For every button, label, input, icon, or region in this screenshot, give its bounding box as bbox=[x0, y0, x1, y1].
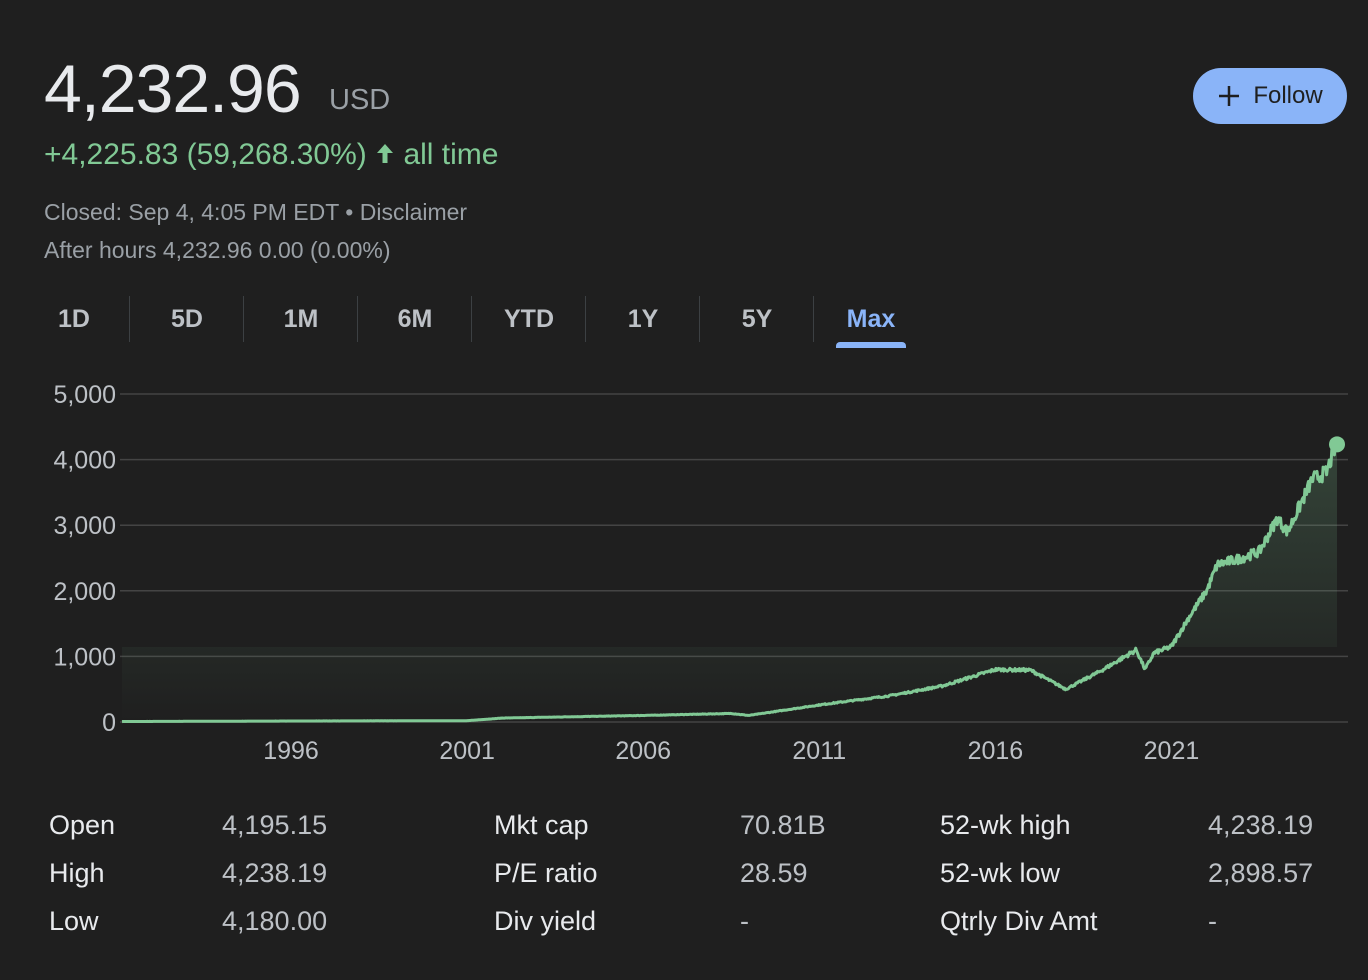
tab-label: YTD bbox=[504, 304, 554, 333]
closed-time: Closed: Sep 4, 4:05 PM EDT bbox=[44, 199, 339, 225]
stats-col-2: Mkt cap P/E ratio Div yield bbox=[494, 810, 598, 954]
stat-low-value: 4,180.00 bbox=[222, 906, 328, 936]
stat-52wk-low-value: 2,898.57 bbox=[1208, 858, 1314, 888]
tab-label: 1M bbox=[283, 304, 319, 333]
tab-5d[interactable]: 5D bbox=[130, 296, 244, 342]
x-tick-label: 1996 bbox=[263, 737, 319, 765]
tab-max[interactable]: Max bbox=[814, 296, 928, 348]
stat-high-label: High bbox=[49, 858, 105, 888]
current-price: 4,232.96 bbox=[44, 51, 302, 127]
tab-label: Max bbox=[846, 304, 896, 333]
stat-52wk-high-label: 52-wk high bbox=[940, 810, 1071, 840]
stat-open-label: Open bbox=[49, 810, 116, 840]
y-tick-label: 4,000 bbox=[53, 447, 116, 475]
separator: • bbox=[345, 199, 354, 225]
currency: USD bbox=[329, 84, 391, 116]
price-chart[interactable]: 0 1,000 2,000 3,000 4,000 5,000 1996 2001 2006 20… bbox=[0, 370, 1368, 770]
tab-ytd[interactable]: YTD bbox=[472, 296, 586, 342]
stat-pe-label: P/E ratio bbox=[494, 858, 598, 888]
area-fill bbox=[122, 439, 1337, 722]
tab-label: 1Y bbox=[627, 304, 659, 333]
arrow-up-icon bbox=[375, 138, 395, 172]
stat-qtrly-div-value: - bbox=[1208, 906, 1217, 936]
plus-icon bbox=[1219, 86, 1240, 106]
y-tick-label: 1,000 bbox=[53, 643, 116, 671]
stats-col-3: 52-wk high 52-wk low Qtrly Div Amt bbox=[940, 810, 1098, 954]
after-hours: After hours 4,232.96 0.00 (0.00%) bbox=[44, 237, 391, 263]
stats-col-1: Open High Low bbox=[49, 810, 115, 954]
change-value: +4,225.83 (59,268.30%) bbox=[44, 138, 367, 171]
tab-label: 6M bbox=[397, 304, 433, 333]
follow-label: Follow bbox=[1253, 82, 1323, 109]
y-tick-label: 2,000 bbox=[53, 578, 116, 606]
disclaimer-link[interactable]: Disclaimer bbox=[359, 199, 468, 225]
stat-mktcap-value: 70.81B bbox=[740, 810, 826, 840]
tab-5y[interactable]: 5Y bbox=[700, 296, 814, 342]
market-status: Closed: Sep 4, 4:05 PM EDT • Disclaimer bbox=[44, 199, 467, 226]
x-tick-label: 2016 bbox=[968, 737, 1024, 765]
stats-col-1-values: 4,195.15 4,238.19 4,180.00 bbox=[222, 810, 327, 954]
stat-low-label: Low bbox=[49, 906, 99, 936]
stats-col-3-values: 4,238.19 2,898.57 - bbox=[1208, 810, 1313, 954]
stat-high-value: 4,238.19 bbox=[222, 858, 328, 888]
tab-label: 5D bbox=[171, 304, 203, 333]
tab-6m[interactable]: 6M bbox=[358, 296, 472, 342]
tab-1y[interactable]: 1Y bbox=[586, 296, 700, 342]
change-period: all time bbox=[403, 138, 499, 171]
follow-button[interactable]: Follow bbox=[1193, 68, 1347, 124]
price-line bbox=[121, 438, 1339, 724]
stat-divyield-value: - bbox=[740, 906, 749, 936]
x-tick-label: 2006 bbox=[615, 737, 671, 765]
x-tick-label: 2011 bbox=[792, 737, 846, 765]
stat-open-value: 4,195.15 bbox=[222, 810, 328, 840]
stat-qtrly-div-label: Qtrly Div Amt bbox=[940, 906, 1098, 936]
stat-divyield-label: Div yield bbox=[494, 906, 597, 936]
stat-52wk-low-label: 52-wk low bbox=[940, 858, 1061, 888]
stats-col-2-values: 70.81B 28.59 - bbox=[740, 810, 826, 954]
y-tick-label: 5,000 bbox=[53, 381, 116, 409]
stat-mktcap-label: Mkt cap bbox=[494, 810, 589, 840]
tab-1d[interactable]: 1D bbox=[20, 296, 130, 342]
tab-label: 1D bbox=[58, 304, 90, 333]
stat-52wk-high-value: 4,238.19 bbox=[1208, 810, 1314, 840]
last-price-dot bbox=[1329, 436, 1345, 453]
tab-1m[interactable]: 1M bbox=[244, 296, 358, 342]
x-tick-label: 2021 bbox=[1144, 737, 1200, 765]
x-tick-label: 2001 bbox=[439, 737, 495, 765]
range-tabs: 1D 5D 1M 6M YTD 1Y 5Y Max bbox=[20, 296, 928, 348]
y-tick-label: 3,000 bbox=[53, 512, 116, 540]
tab-label: 5Y bbox=[741, 304, 773, 333]
y-tick-label: 0 bbox=[102, 709, 116, 737]
stat-pe-value: 28.59 bbox=[740, 858, 808, 888]
price-change: +4,225.83 (59,268.30%) all time bbox=[44, 138, 498, 172]
